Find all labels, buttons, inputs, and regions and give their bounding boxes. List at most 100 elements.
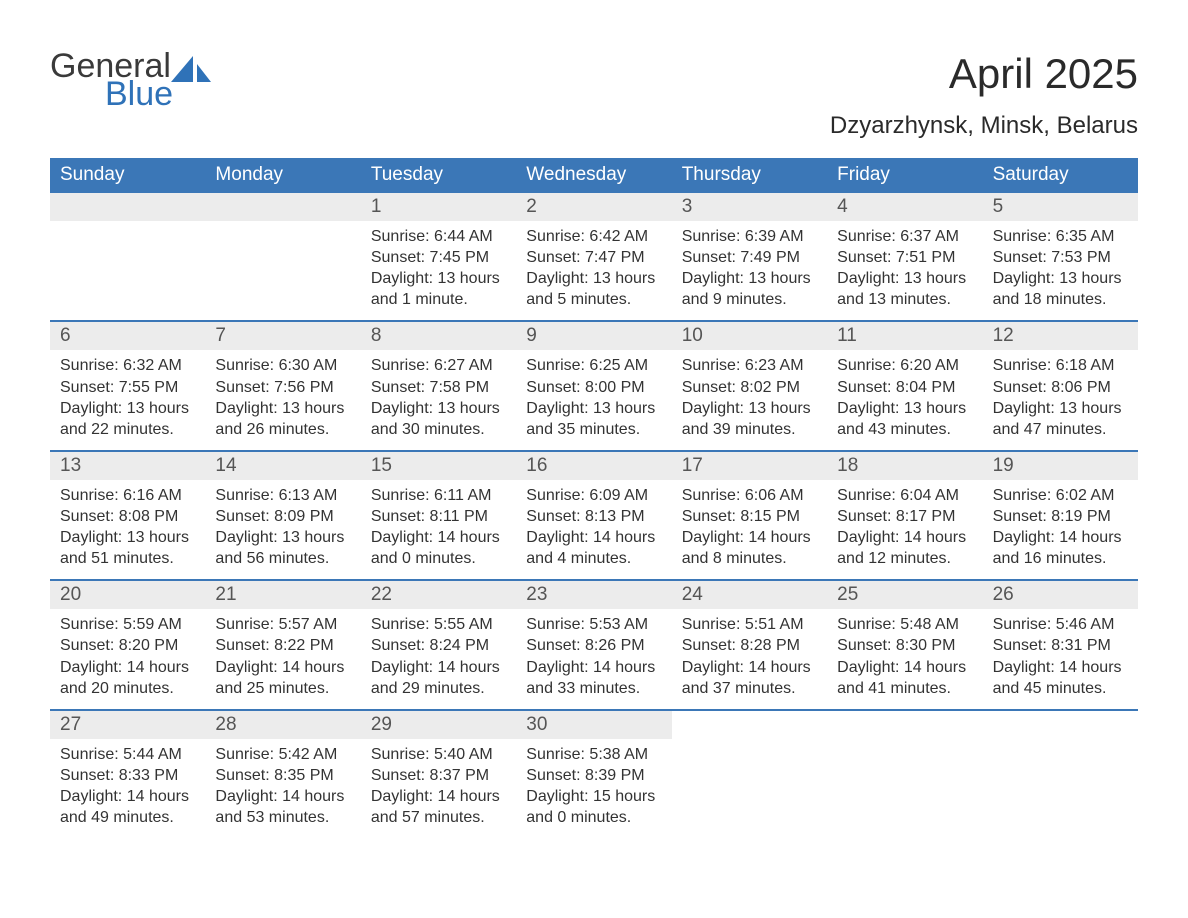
- daylight-line: Daylight: 13 hours and 26 minutes.: [215, 398, 350, 440]
- day-body: Sunrise: 6:02 AMSunset: 8:19 PMDaylight:…: [983, 480, 1138, 579]
- day-cell: 7Sunrise: 6:30 AMSunset: 7:56 PMDaylight…: [205, 322, 360, 449]
- day-number-bar: 6: [50, 322, 205, 350]
- day-number: 17: [682, 455, 703, 476]
- sunset-line: Sunset: 8:30 PM: [837, 635, 972, 656]
- week-row: 6Sunrise: 6:32 AMSunset: 7:55 PMDaylight…: [50, 320, 1138, 449]
- day-cell: 16Sunrise: 6:09 AMSunset: 8:13 PMDayligh…: [516, 452, 671, 579]
- week-row: 27 Sunrise: 5:44 AMSunset: 8:33 PMDayligh…: [50, 709, 1138, 838]
- sunrise-line: Sunrise: 5:53 AM: [526, 614, 661, 635]
- weeks-container: 1Sunrise: 6:44 AMSunset: 7:45 PMDaylight…: [50, 193, 1138, 838]
- day-number-bar: 14: [205, 452, 360, 480]
- month-title: April 2025: [830, 50, 1138, 98]
- day-body: Sunrise: 6:39 AMSunset: 7:49 PMDaylight:…: [672, 221, 827, 320]
- day-number-bar: 27: [50, 711, 205, 739]
- day-body: Sunrise: 5:38 AMSunset: 8:39 PMDaylight:…: [516, 739, 671, 838]
- day-body: Sunrise: 6:04 AMSunset: 8:17 PMDaylight:…: [827, 480, 982, 579]
- day-cell: 21Sunrise: 5:57 AMSunset: 8:22 PMDayligh…: [205, 581, 360, 708]
- sunset-line: Sunset: 8:37 PM: [371, 765, 506, 786]
- day-body: Sunrise: 6:13 AMSunset: 8:09 PMDaylight:…: [205, 480, 360, 579]
- daylight-line: Daylight: 14 hours and 37 minutes.: [682, 657, 817, 699]
- day-cell: [983, 711, 1138, 838]
- day-number-bar: 18: [827, 452, 982, 480]
- sunset-line: Sunset: 8:00 PM: [526, 377, 661, 398]
- day-body: Sunrise: 5:44 AMSunset: 8:33 PMDaylight:…: [50, 739, 205, 838]
- day-cell: 8Sunrise: 6:27 AMSunset: 7:58 PMDaylight…: [361, 322, 516, 449]
- day-body: Sunrise: 6:18 AMSunset: 8:06 PMDaylight:…: [983, 350, 1138, 449]
- daylight-line: Daylight: 14 hours and 4 minutes.: [526, 527, 661, 569]
- day-number-bar: 25: [827, 581, 982, 609]
- daylight-line: Daylight: 13 hours and 9 minutes.: [682, 268, 817, 310]
- week-row: 1Sunrise: 6:44 AMSunset: 7:45 PMDaylight…: [50, 193, 1138, 320]
- day-number: 3: [682, 196, 693, 217]
- weekday-header: Friday: [827, 158, 982, 193]
- weekday-header: Thursday: [672, 158, 827, 193]
- sunset-line: Sunset: 7:53 PM: [993, 247, 1128, 268]
- daylight-line: Daylight: 14 hours and 45 minutes.: [993, 657, 1128, 699]
- sunset-line: Sunset: 7:45 PM: [371, 247, 506, 268]
- sunset-line: Sunset: 8:26 PM: [526, 635, 661, 656]
- daylight-line: Daylight: 14 hours and 8 minutes.: [682, 527, 817, 569]
- day-cell: 19Sunrise: 6:02 AMSunset: 8:19 PMDayligh…: [983, 452, 1138, 579]
- daylight-line: Daylight: 15 hours and 0 minutes.: [526, 786, 661, 828]
- sunset-line: Sunset: 8:06 PM: [993, 377, 1128, 398]
- day-number: 23: [526, 584, 547, 605]
- day-cell: 12Sunrise: 6:18 AMSunset: 8:06 PMDayligh…: [983, 322, 1138, 449]
- day-cell: 24Sunrise: 5:51 AMSunset: 8:28 PMDayligh…: [672, 581, 827, 708]
- sunset-line: Sunset: 8:35 PM: [215, 765, 350, 786]
- day-number-bar: 19: [983, 452, 1138, 480]
- day-cell: 20 Sunrise: 5:59 AMSunset: 8:20 PMDayligh…: [50, 581, 205, 708]
- sunset-line: Sunset: 8:22 PM: [215, 635, 350, 656]
- sunset-line: Sunset: 7:55 PM: [60, 377, 195, 398]
- day-number: 30: [526, 714, 547, 735]
- logo-sail-icon: [171, 56, 213, 91]
- day-number-bar: 12: [983, 322, 1138, 350]
- day-body: Sunrise: 6:11 AMSunset: 8:11 PMDaylight:…: [361, 480, 516, 579]
- day-cell: 6Sunrise: 6:32 AMSunset: 7:55 PMDaylight…: [50, 322, 205, 449]
- day-cell: 29Sunrise: 5:40 AMSunset: 8:37 PMDayligh…: [361, 711, 516, 838]
- sunrise-line: Sunrise: 6:20 AM: [837, 355, 972, 376]
- daylight-line: Daylight: 13 hours and 18 minutes.: [993, 268, 1128, 310]
- day-body: Sunrise: 5:46 AMSunset: 8:31 PMDaylight:…: [983, 609, 1138, 708]
- day-number: 27: [60, 714, 81, 735]
- day-number-bar: 1: [361, 193, 516, 221]
- day-cell: 28Sunrise: 5:42 AMSunset: 8:35 PMDayligh…: [205, 711, 360, 838]
- day-number: 1: [371, 196, 382, 217]
- day-number-bar: 2: [516, 193, 671, 221]
- daylight-line: Daylight: 14 hours and 57 minutes.: [371, 786, 506, 828]
- day-number: 20: [60, 584, 81, 605]
- sunset-line: Sunset: 7:51 PM: [837, 247, 972, 268]
- logo: General Blue: [50, 50, 213, 111]
- day-cell: 9Sunrise: 6:25 AMSunset: 8:00 PMDaylight…: [516, 322, 671, 449]
- day-cell: 22Sunrise: 5:55 AMSunset: 8:24 PMDayligh…: [361, 581, 516, 708]
- sunrise-line: Sunrise: 5:59 AM: [60, 614, 195, 635]
- sunrise-line: Sunrise: 5:46 AM: [993, 614, 1128, 635]
- daylight-line: Daylight: 14 hours and 25 minutes.: [215, 657, 350, 699]
- daylight-line: Daylight: 14 hours and 20 minutes.: [60, 657, 195, 699]
- sunrise-line: Sunrise: 6:35 AM: [993, 226, 1128, 247]
- week-row: 20Sunrise: 5:59 AMSunset: 8:20 PMDayligh…: [50, 579, 1138, 708]
- daylight-line: Daylight: 14 hours and 33 minutes.: [526, 657, 661, 699]
- daylight-line: Daylight: 14 hours and 49 minutes.: [60, 786, 195, 828]
- day-body: Sunrise: 5:42 AMSunset: 8:35 PMDaylight:…: [205, 739, 360, 838]
- day-number-bar: 11: [827, 322, 982, 350]
- day-number-bar: 4: [827, 193, 982, 221]
- sunset-line: Sunset: 7:47 PM: [526, 247, 661, 268]
- day-cell: 26 Sunrise: 5:46 AMSunset: 8:31 PMDayligh…: [983, 581, 1138, 708]
- sunset-line: Sunset: 8:20 PM: [60, 635, 195, 656]
- day-number-bar: 16: [516, 452, 671, 480]
- day-number: 4: [837, 196, 848, 217]
- sunset-line: Sunset: 7:49 PM: [682, 247, 817, 268]
- day-number: 15: [371, 455, 392, 476]
- sunrise-line: Sunrise: 5:57 AM: [215, 614, 350, 635]
- sunset-line: Sunset: 8:31 PM: [993, 635, 1128, 656]
- sunrise-line: Sunrise: 6:16 AM: [60, 485, 195, 506]
- day-number: 26: [993, 584, 1014, 605]
- weekday-header-row: SundayMondayTuesdayWednesdayThursdayFrid…: [50, 158, 1138, 193]
- day-body: Sunrise: 5:57 AMSunset: 8:22 PMDaylight:…: [205, 609, 360, 708]
- day-body: Sunrise: 6:37 AMSunset: 7:51 PMDaylight:…: [827, 221, 982, 320]
- day-number-bar: 26: [983, 581, 1138, 609]
- sunrise-line: Sunrise: 5:48 AM: [837, 614, 972, 635]
- daylight-line: Daylight: 13 hours and 5 minutes.: [526, 268, 661, 310]
- day-body: Sunrise: 6:06 AMSunset: 8:15 PMDaylight:…: [672, 480, 827, 579]
- sunset-line: Sunset: 8:09 PM: [215, 506, 350, 527]
